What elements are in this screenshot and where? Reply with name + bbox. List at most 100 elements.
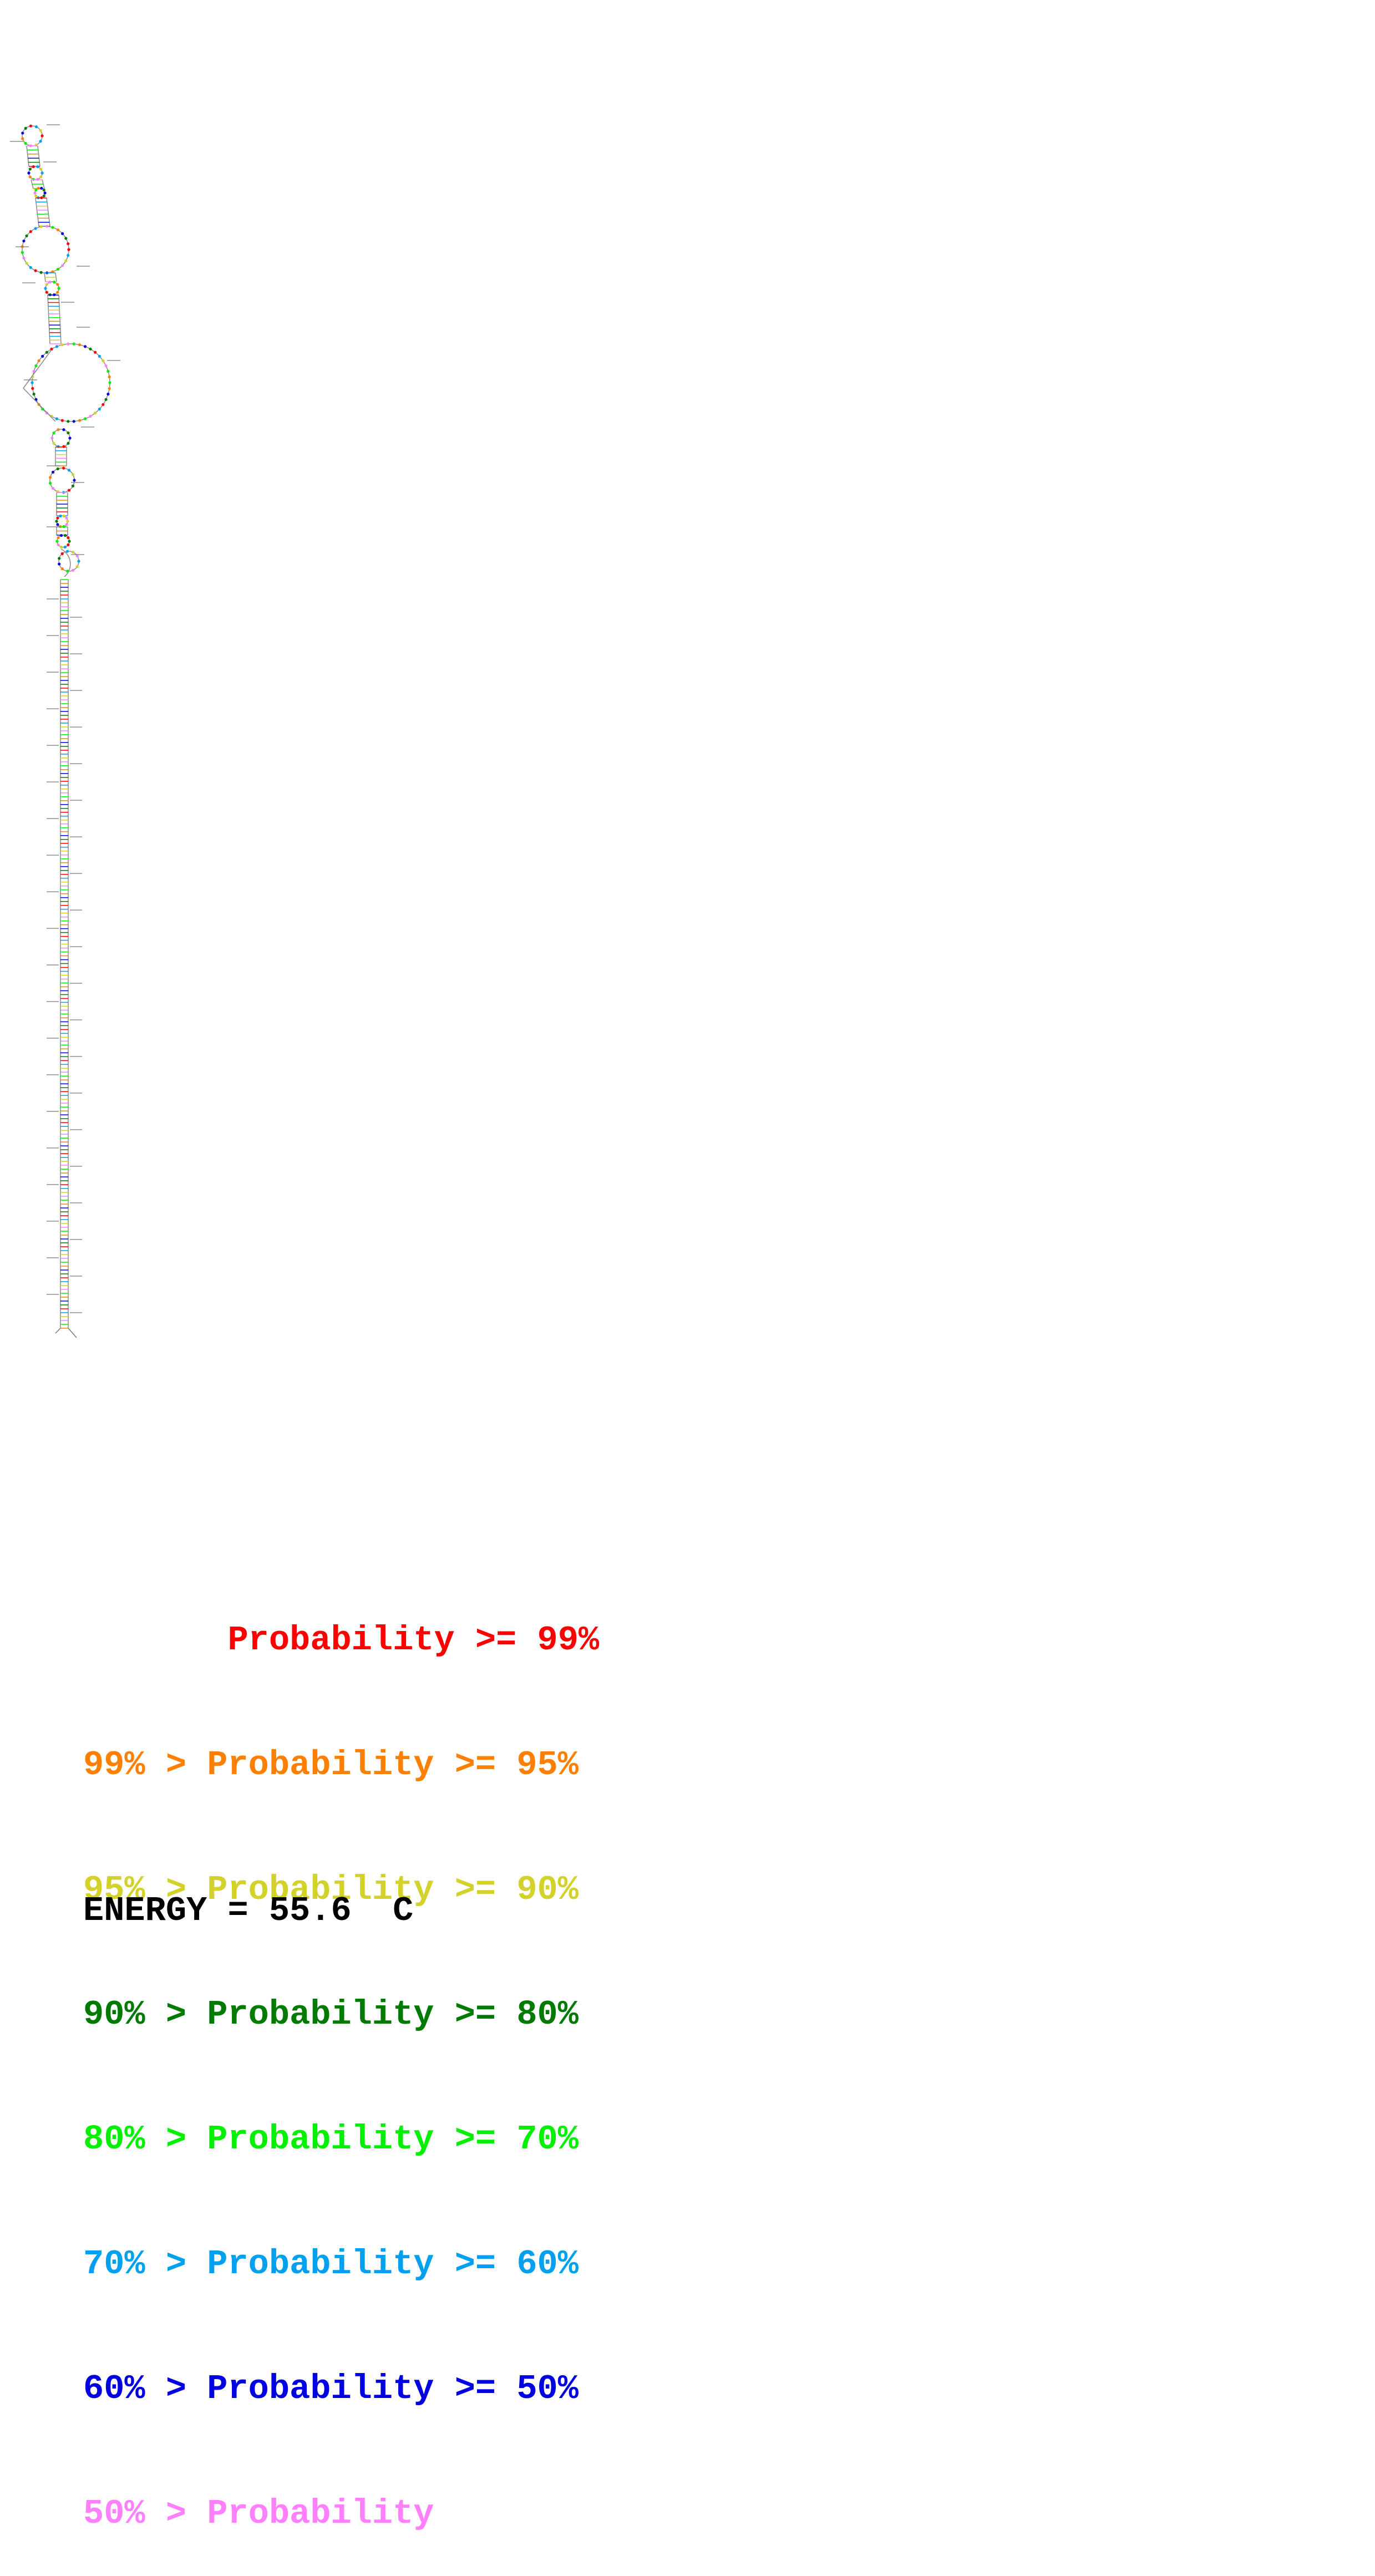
large-loop-base: [89, 415, 92, 418]
internal-loop-5-base: [67, 469, 71, 472]
internal-loop-3-base: [53, 280, 56, 284]
bulge-loop-base: [71, 551, 75, 554]
internal-loop-5-base: [56, 467, 59, 471]
multi-loop-1-base: [64, 259, 68, 262]
internal-loop-7-base: [63, 534, 67, 537]
internal-loop-5-base: [73, 479, 76, 482]
internal-loop-7-base: [67, 536, 70, 540]
internal-loop-4-base: [68, 436, 72, 440]
internal-loop-5-base: [51, 470, 55, 474]
bulge-loop-base: [58, 557, 61, 560]
large-loop-base: [72, 420, 75, 423]
multi-loop-1-base: [61, 264, 64, 267]
large-loop-base: [55, 345, 59, 348]
internal-loop-3-base: [56, 291, 59, 294]
internal-loop-5-base: [67, 489, 71, 492]
internal-loop-5-base: [62, 466, 65, 470]
stem-1-strand: [37, 145, 40, 167]
large-loop-base: [32, 369, 35, 373]
multi-loop-1-base: [61, 232, 64, 235]
legend-line-60: 70% > Probability >= 60%: [83, 2244, 579, 2284]
internal-loop-6-base: [59, 514, 62, 518]
internal-loop-4-base: [52, 431, 55, 435]
internal-loop-5-base: [51, 486, 55, 490]
large-loop-base: [55, 417, 59, 420]
large-loop-base: [106, 393, 110, 396]
large-loop-base: [94, 350, 97, 354]
hairpin-loop-base: [24, 126, 27, 130]
internal-loop-1-base: [39, 167, 43, 171]
internal-loop-5-base: [49, 476, 52, 479]
multi-loop-1-base: [34, 227, 37, 230]
internal-loop-1-base: [28, 167, 32, 171]
multi-loop-1-base: [56, 228, 60, 232]
large-loop-base: [31, 387, 34, 390]
internal-loop-6-base: [65, 516, 68, 520]
internal-loop-3-base: [45, 291, 48, 294]
energy-label: ENERGY = 55.6 C: [83, 1891, 414, 1930]
bulge-loop-base: [75, 565, 79, 568]
bulge-loop-base: [75, 554, 79, 557]
internal-loop-2-base: [37, 186, 40, 190]
large-loop-base: [83, 417, 87, 420]
bulge-loop-base: [60, 567, 64, 571]
bulge: [60, 548, 71, 577]
large-loop-base: [67, 342, 70, 346]
large-loop-base: [60, 419, 64, 422]
internal-loop-7-base: [57, 536, 60, 540]
hairpin-loop-base: [40, 134, 44, 138]
large-loop-base: [108, 375, 111, 379]
multi-loop-1-base: [21, 251, 24, 254]
hairpin-loop-base: [29, 124, 33, 128]
legend-line-99: Probability >= 99%: [83, 1620, 600, 1660]
hairpin-loop-base: [39, 140, 42, 143]
internal-loop-5-base: [71, 484, 75, 487]
stem-3-strand: [35, 197, 39, 227]
multi-loop-1-base: [22, 256, 26, 260]
hairpin-loop-base: [21, 137, 24, 140]
large-loop-base: [108, 387, 111, 390]
large-loop-base: [98, 354, 101, 358]
multi-loop-1-base: [45, 225, 49, 228]
internal-loop-1-base: [36, 165, 39, 169]
internal-loop-4-base: [67, 431, 70, 435]
large-loop-base: [72, 342, 75, 346]
large-loop-base: [89, 347, 92, 350]
legend-line-80: 90% > Probability >= 80%: [83, 1995, 579, 2034]
multi-loop-1-base: [67, 253, 70, 257]
loop-chord: [23, 388, 56, 422]
internal-loop-1-base: [32, 165, 35, 169]
large-loop-base: [94, 411, 97, 415]
large-loop-base: [102, 359, 105, 363]
internal-loop-2-base: [34, 194, 38, 197]
multi-loop-1-base: [39, 225, 43, 228]
internal-loop-6-base: [56, 516, 59, 520]
multi-loop-1-base: [29, 230, 32, 233]
multi-loop-1-base: [64, 237, 68, 240]
multi-loop-1-base: [25, 262, 28, 265]
hairpin-loop-base: [34, 125, 38, 129]
internal-loop-4-base: [50, 436, 54, 440]
large-loop-base: [83, 345, 87, 348]
bulge-loop-base: [65, 550, 69, 553]
large-loop-base: [45, 350, 48, 354]
legend-line-95: 99% > Probability >= 95%: [83, 1745, 579, 1785]
internal-loop-4-base: [62, 428, 65, 431]
large-loop-base: [50, 347, 53, 350]
internal-loop-6-base: [66, 520, 69, 523]
internal-loop-5-base: [71, 473, 75, 476]
large-loop-base: [37, 359, 40, 363]
internal-loop-1-base: [39, 175, 43, 179]
internal-loop-6-base: [62, 514, 65, 518]
hairpin-loop-base: [24, 142, 27, 145]
large-loop-base: [108, 381, 111, 384]
internal-loop-1-base: [40, 171, 44, 175]
internal-loop-7-base: [68, 540, 71, 543]
hairpin-loop-base: [21, 131, 24, 135]
large-loop-base: [34, 364, 38, 368]
internal-loop-7-base: [60, 534, 63, 537]
bulge-loop-base: [65, 570, 69, 573]
rna-structure: [10, 124, 120, 1338]
large-loop-base: [78, 419, 82, 422]
multi-loop-1-base: [29, 266, 32, 269]
